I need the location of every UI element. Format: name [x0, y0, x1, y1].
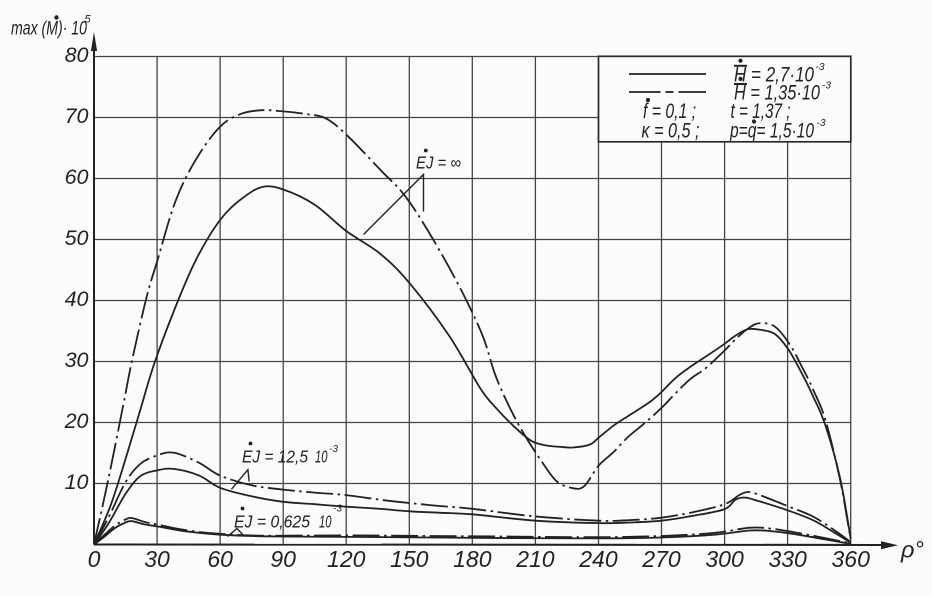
svg-text:270: 270: [641, 546, 681, 572]
svg-text:ρ°: ρ°: [900, 537, 924, 563]
svg-text:10: 10: [315, 447, 328, 467]
svg-text:150: 150: [390, 546, 429, 572]
svg-text:30: 30: [144, 546, 170, 572]
svg-text:0: 0: [88, 546, 101, 572]
svg-text:max (M)· 10: max (M)· 10: [11, 19, 87, 40]
svg-text:H = 2,7·10: H = 2,7·10: [734, 64, 814, 87]
svg-text:80: 80: [65, 43, 89, 67]
svg-text:5: 5: [85, 14, 92, 26]
svg-text:60: 60: [207, 546, 233, 572]
svg-text:330: 330: [768, 546, 807, 572]
svg-text:p=q= 1,5·10: p=q= 1,5·10: [729, 120, 814, 143]
svg-text:10: 10: [319, 512, 332, 532]
svg-text:70: 70: [65, 104, 89, 128]
svg-text:EJ = 12,5: EJ = 12,5: [242, 447, 308, 467]
svg-text:H = 1,35·10: H = 1,35·10: [734, 82, 820, 105]
svg-text:κ = 0,5 ;: κ = 0,5 ;: [642, 120, 700, 143]
svg-text:-3: -3: [817, 117, 826, 129]
svg-text:60: 60: [65, 165, 89, 189]
svg-text:EJ = ∞: EJ = ∞: [416, 153, 461, 173]
svg-text:90: 90: [270, 546, 296, 572]
svg-text:-3: -3: [333, 503, 342, 515]
svg-text:f = 0,1 ;: f = 0,1 ;: [643, 100, 696, 123]
svg-text:40: 40: [65, 287, 89, 311]
svg-text:-3: -3: [329, 443, 338, 455]
svg-text:180: 180: [453, 546, 492, 572]
svg-text:240: 240: [578, 546, 618, 572]
svg-text:120: 120: [327, 546, 366, 572]
svg-text:20: 20: [64, 409, 89, 433]
svg-text:30: 30: [65, 348, 89, 372]
svg-text:50: 50: [65, 226, 89, 250]
svg-text:t = 1,37 ;: t = 1,37 ;: [731, 100, 791, 123]
svg-text:-3: -3: [822, 80, 831, 92]
svg-text:EJ = 0,625: EJ = 0,625: [234, 512, 310, 532]
svg-text:300: 300: [705, 546, 744, 572]
svg-text:-3: -3: [816, 61, 825, 73]
svg-text:210: 210: [515, 546, 555, 572]
svg-text:360: 360: [831, 546, 870, 572]
svg-text:10: 10: [65, 470, 89, 494]
